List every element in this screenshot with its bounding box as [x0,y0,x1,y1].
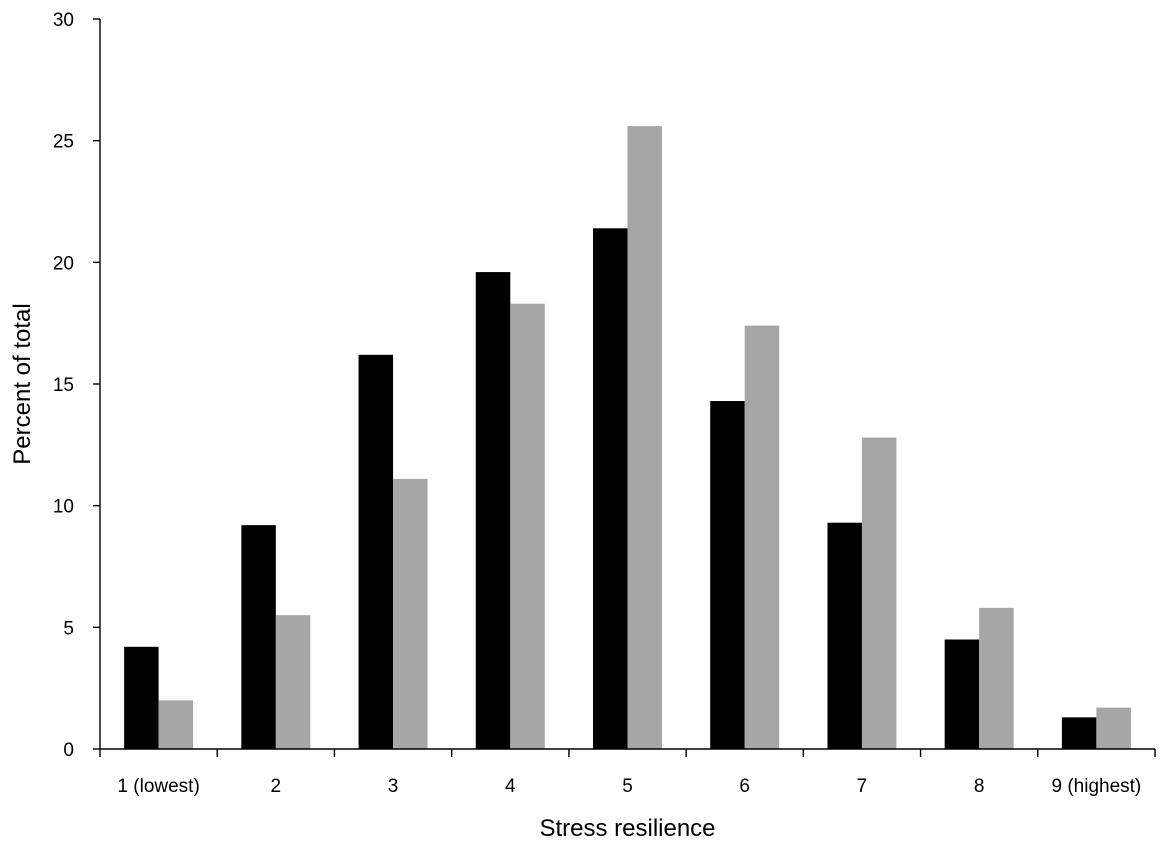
x-tick-label: 8 [974,776,985,797]
x-tick-label: 4 [505,776,516,797]
x-ticks: 1 (lowest) 2 3 4 5 6 7 8 9 (highest) [99,749,1156,797]
y-tick-label: 30 [53,10,74,31]
x-axis-title: Stress resilience [539,815,715,842]
bar-series-2-1 [158,700,194,749]
x-tick-label: 3 [388,776,399,797]
y-tick-label: 15 [53,375,74,396]
bar-series-1-4 [475,272,511,749]
bar-series-2-8 [979,607,1014,749]
x-tick-label: 2 [271,776,282,797]
x-tick-label: 6 [739,776,750,797]
bar-series-2-7 [861,437,897,749]
bar-series-1-1 [124,646,159,749]
y-ticks: 0 5 10 15 20 25 30 [53,10,100,761]
bar-series-1-8 [944,639,980,749]
bar-series-2-6 [744,325,780,749]
y-tick-label: 5 [63,618,74,639]
y-axis-title: Percent of total [9,303,36,464]
y-tick-label: 25 [53,132,74,153]
bar-series-2-5 [627,126,662,750]
bar-series-2-9 [1096,707,1131,749]
bars-layer [124,126,1131,750]
bar-series-2-2 [275,615,311,749]
bar-series-1-5 [593,228,628,749]
bar-series-2-3 [393,478,428,749]
bar-series-1-3 [358,354,394,749]
x-tick-label: 5 [622,776,633,797]
bar-series-1-6 [710,401,745,749]
y-tick-label: 10 [53,497,74,518]
y-tick-label: 20 [53,253,74,274]
bar-series-1-7 [827,522,862,749]
bar-series-1-9 [1061,717,1097,749]
bar-series-2-4 [510,303,545,749]
x-tick-label: 7 [857,776,868,797]
bar-series-1-2 [241,525,276,749]
x-tick-label: 9 (highest) [1051,776,1141,797]
x-tick-label: 1 (lowest) [117,776,199,797]
y-tick-label: 0 [63,740,74,761]
